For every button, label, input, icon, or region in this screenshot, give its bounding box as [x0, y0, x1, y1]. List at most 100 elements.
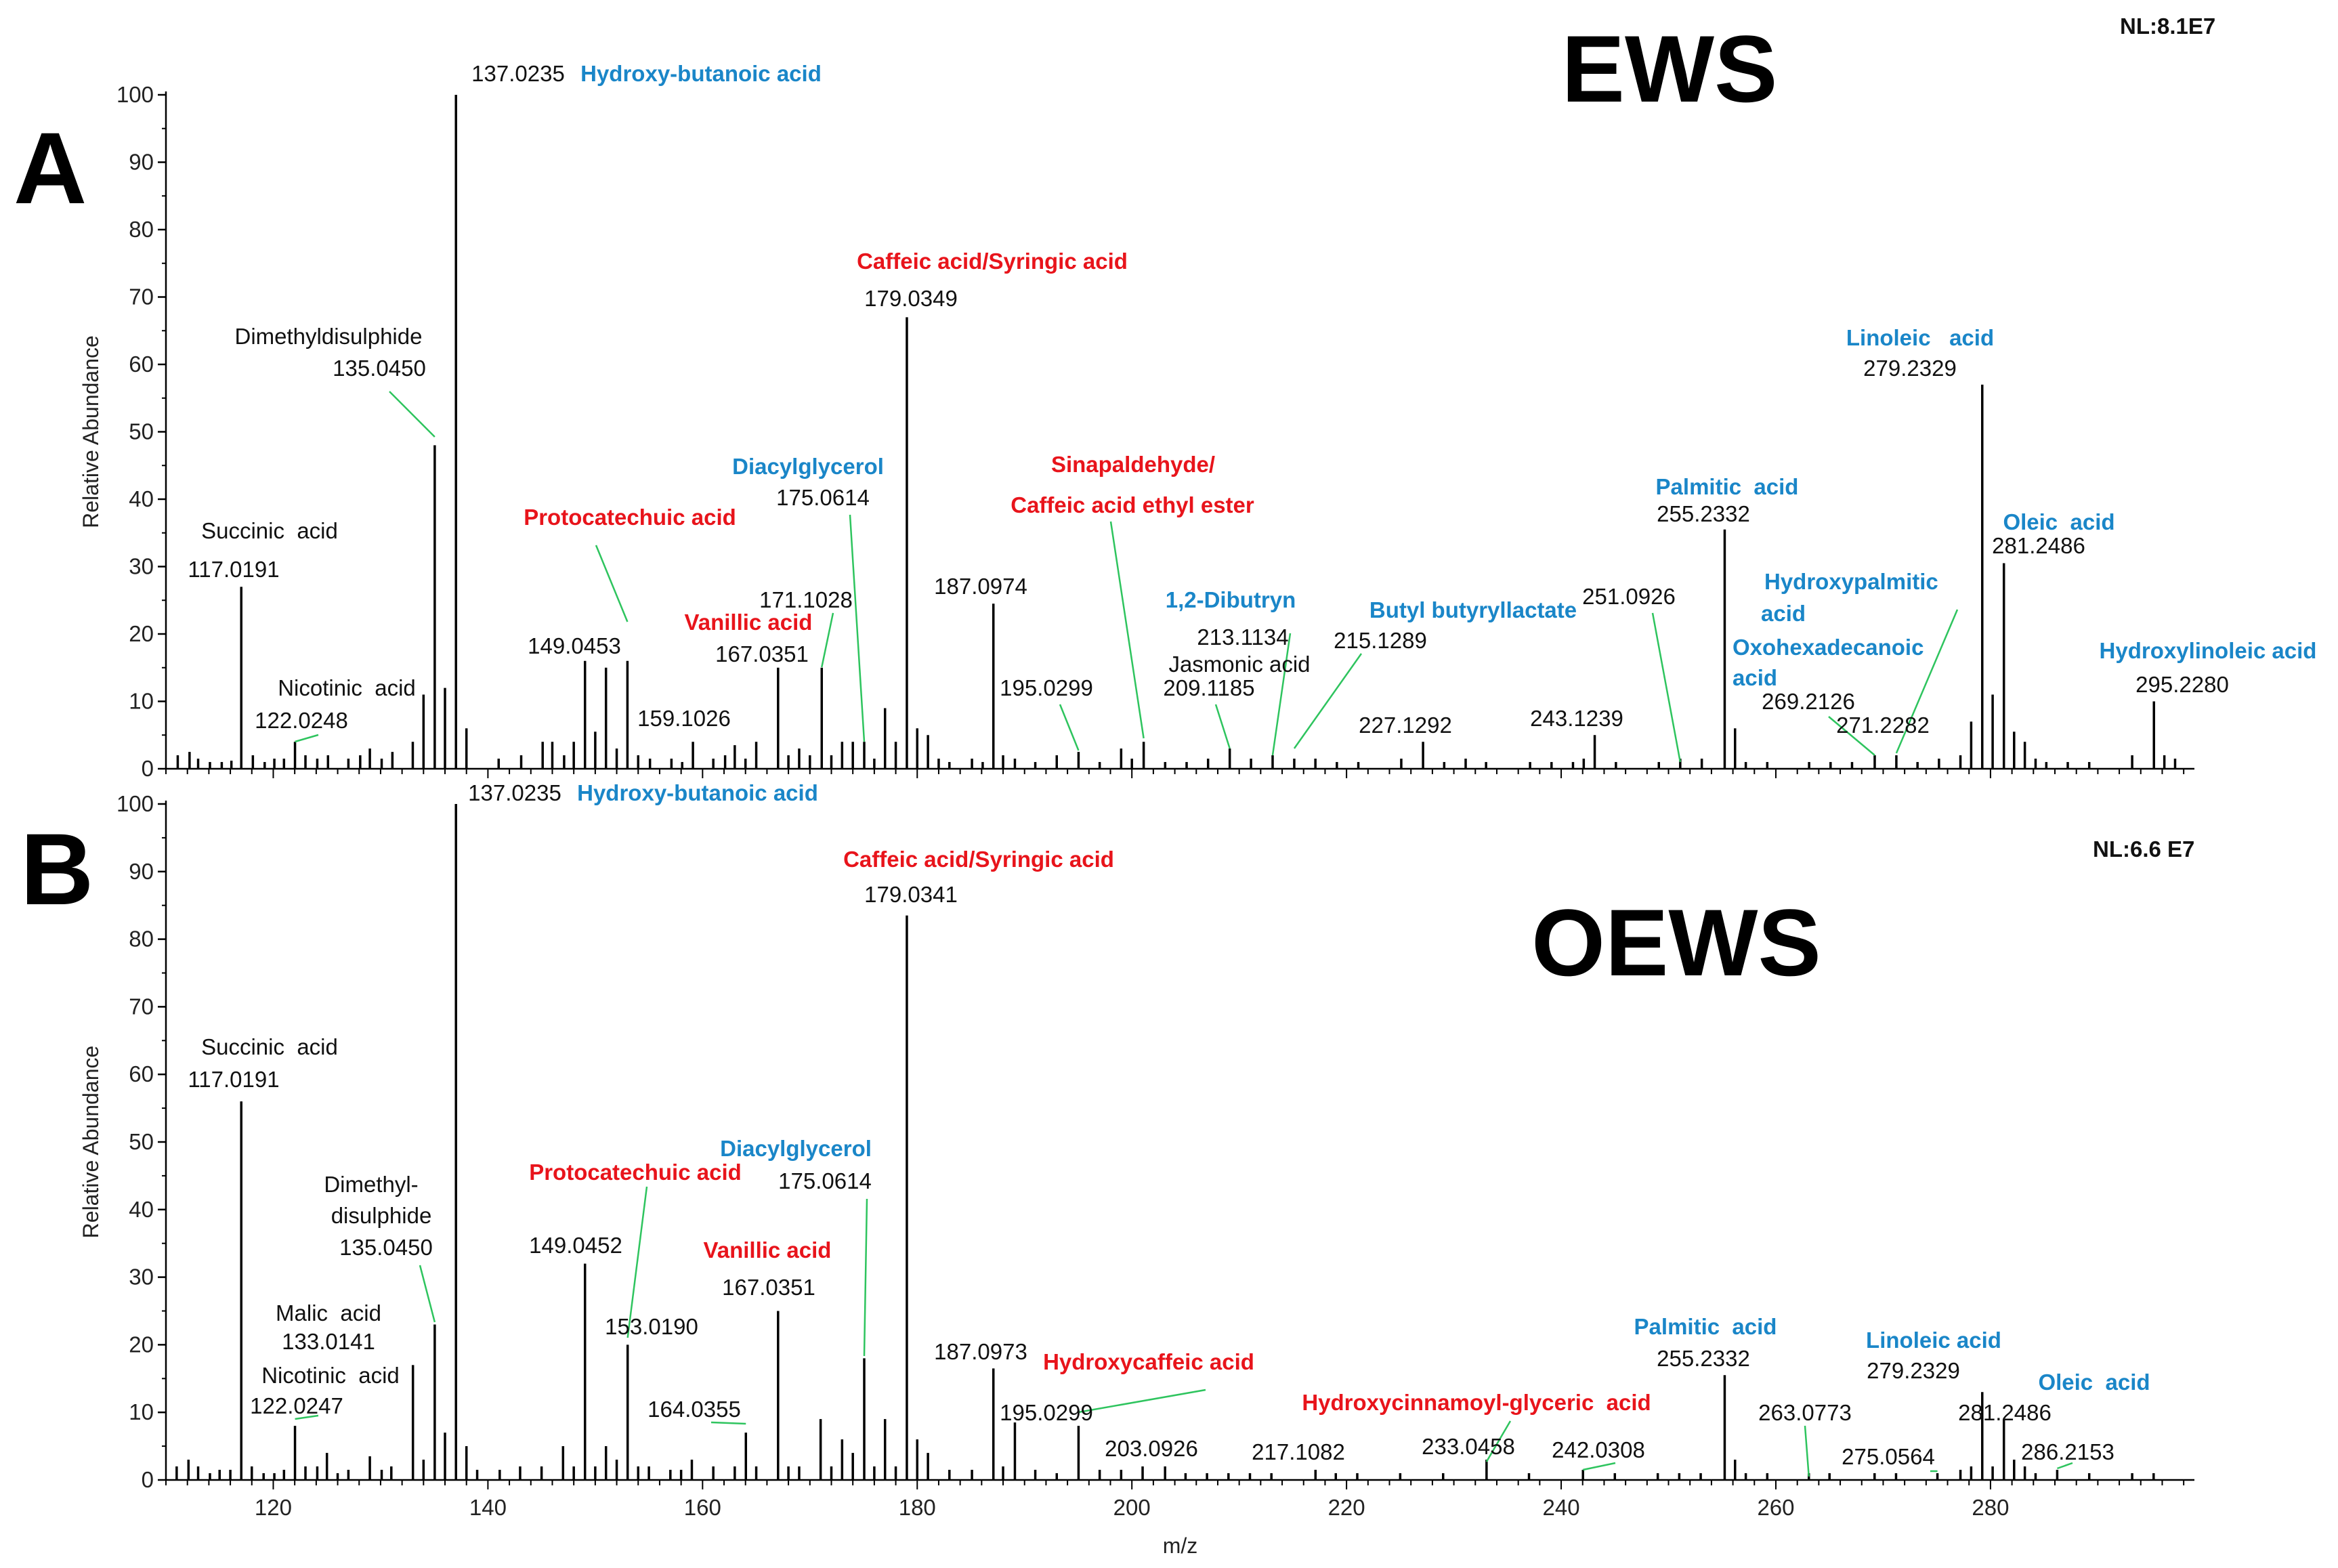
y-tick-label: 70 — [129, 284, 154, 310]
y-axis-title: Relative Abundance — [79, 1046, 103, 1239]
peak-mz-label: 122.0247 — [250, 1393, 343, 1418]
annotation-leader-line — [1214, 704, 1231, 749]
y-tick-label: 20 — [129, 1332, 154, 1357]
peak-mz-label: 233.0458 — [1422, 1434, 1515, 1459]
peak-mz-label: 195.0299 — [1000, 1400, 1093, 1425]
compound-label: Hydroxycinnamoyl-glyceric acid — [1302, 1390, 1651, 1415]
compound-label: Vanillic acid — [685, 610, 813, 635]
peak-mz-label: 149.0452 — [529, 1233, 622, 1258]
peak-mz-label: 275.0564 — [1842, 1444, 1935, 1469]
compound-label: Diacylglycerol — [732, 454, 884, 479]
compound-label: Palmitic acid — [1634, 1314, 1777, 1339]
peak-mz-label: 255.2332 — [1657, 1346, 1750, 1371]
compound-label: Sinapaldehyde/ — [1051, 452, 1215, 477]
compound-label: Protocatechuic acid — [529, 1160, 742, 1185]
annotation-leader-line — [1059, 704, 1080, 751]
panel-b-oews-spectrum: B OEWS NL:6.6 E7 0 10 20 30 40 50 60 70 80 90 100 Rela… — [20, 780, 2194, 1558]
peak-mz-label: Jasmonic acid — [1168, 652, 1310, 677]
peak-mz-label: Dimethyl- — [324, 1172, 418, 1197]
peak-mz-label: 149.0453 — [528, 633, 621, 658]
annotation-leader-line — [626, 1186, 648, 1338]
annotation-leader-line — [1895, 609, 1959, 754]
panel-letter: A — [14, 111, 87, 225]
compound-label: Oleic acid — [2038, 1370, 2150, 1395]
compound-label: Butyl butyryllactate — [1369, 597, 1577, 622]
compound-label: 1,2-Dibutryn — [1166, 587, 1296, 612]
panel-title: EWS — [1562, 16, 1778, 122]
peak-mz-label: 133.0141 — [282, 1329, 375, 1354]
y-tick-label: 100 — [116, 791, 154, 816]
annotation-leader-line — [1271, 633, 1292, 756]
annotation-leader-line — [710, 1421, 746, 1425]
annotation-leader-line — [849, 514, 866, 742]
compound-label: acid — [1733, 665, 1777, 690]
peak-mz-label: 175.0614 — [776, 485, 870, 510]
y-tick-label: 40 — [129, 486, 154, 511]
compound-label: Vanillic acid — [704, 1237, 832, 1263]
annotation-leader-line — [595, 545, 629, 622]
annotation-leader-line — [295, 1414, 319, 1420]
peak-mz-label: 135.0450 — [333, 356, 426, 381]
y-tick-label: 30 — [129, 1265, 154, 1290]
peak-mz-label: 167.0351 — [715, 641, 809, 666]
annotation-leader-line — [295, 734, 319, 743]
x-tick-label: 200 — [1113, 1495, 1151, 1520]
y-tick-label: 100 — [116, 82, 154, 107]
peak-mz-label: Succinic acid — [201, 1034, 338, 1059]
compound-label: Caffeic acid ethyl ester — [1011, 492, 1254, 517]
x-tick-label: 120 — [255, 1495, 292, 1520]
compound-label: Hydroxypalmitic — [1764, 569, 1938, 594]
peak-mz-label: 269.2126 — [1762, 689, 1855, 714]
y-tick-label: 60 — [129, 1061, 154, 1086]
x-axis-title: m/z — [1163, 1533, 1198, 1558]
annotation-leader-line — [821, 612, 834, 668]
compound-label: Oxohexadecanoic — [1733, 635, 1923, 660]
peak-mz-label: 159.1026 — [637, 706, 731, 731]
annotation-leader-line — [2056, 1462, 2073, 1470]
panel-a-ews-spectrum: A EWS NL:8.1E7 0 10 20 30 40 50 60 70 80 90 100 Relati… — [14, 14, 2316, 781]
compound-label: Hydroxy-butanoic acid — [577, 780, 818, 805]
peak-mz-label: 175.0614 — [778, 1168, 872, 1193]
y-tick-label: 0 — [142, 1467, 154, 1492]
peak-mz-label: 137.0235 — [471, 61, 565, 86]
peak-mz-label: 164.0355 — [647, 1397, 741, 1422]
peak-mz-label: Succinic acid — [201, 518, 338, 543]
y-tick-label: 60 — [129, 352, 154, 377]
x-tick-label: 160 — [684, 1495, 721, 1520]
peak-mz-label: 215.1289 — [1334, 628, 1427, 653]
x-tick-label: 220 — [1328, 1495, 1365, 1520]
peak-mz-label: Nicotinic acid — [278, 675, 416, 700]
peak-mz-label: 167.0351 — [722, 1275, 815, 1300]
peak-mz-label: 255.2332 — [1657, 501, 1750, 526]
y-tick-label: 30 — [129, 554, 154, 579]
x-tick-label: 140 — [469, 1495, 507, 1520]
compound-label: Palmitic acid — [1656, 474, 1799, 499]
compound-label: Protocatechuic acid — [524, 505, 736, 530]
peak-mz-label: 243.1239 — [1530, 706, 1623, 731]
peak-mz-label: Dimethyldisulphide — [235, 324, 423, 349]
y-tick-label: 50 — [129, 1129, 154, 1154]
annotation-leader-line — [1293, 653, 1363, 749]
peak-mz-label: 213.1134 — [1197, 624, 1288, 650]
peak-mz-label: 242.0308 — [1552, 1437, 1645, 1462]
normalization-label: NL:8.1E7 — [2120, 14, 2215, 39]
compound-label: Diacylglycerol — [720, 1136, 872, 1161]
peak-mz-label: 117.0191 — [188, 557, 279, 582]
peak-mz-label: 263.0773 — [1758, 1400, 1852, 1425]
compound-label: Caffeic acid/Syringic acid — [843, 847, 1114, 872]
peak-mz-label: 281.2486 — [1958, 1400, 2052, 1425]
peak-mz-label: 295.2280 — [2135, 672, 2229, 697]
peak-mz-label: 251.0926 — [1582, 584, 1676, 609]
annotation-leader-line — [1651, 612, 1682, 763]
peak-mz-label: 179.0349 — [864, 286, 958, 311]
peak-mz-label: 187.0973 — [934, 1339, 1027, 1364]
peak-mz-label: 179.0341 — [864, 882, 958, 907]
peak-mz-label: 281.2486 — [1992, 533, 2085, 558]
y-tick-label: 0 — [142, 756, 154, 781]
peak-mz-label: disulphide — [331, 1203, 432, 1228]
panel-title: OEWS — [1531, 889, 1821, 996]
y-tick-label: 10 — [129, 1399, 154, 1424]
annotation-leader-line — [1582, 1462, 1616, 1471]
compound-label: acid — [1761, 601, 1806, 626]
